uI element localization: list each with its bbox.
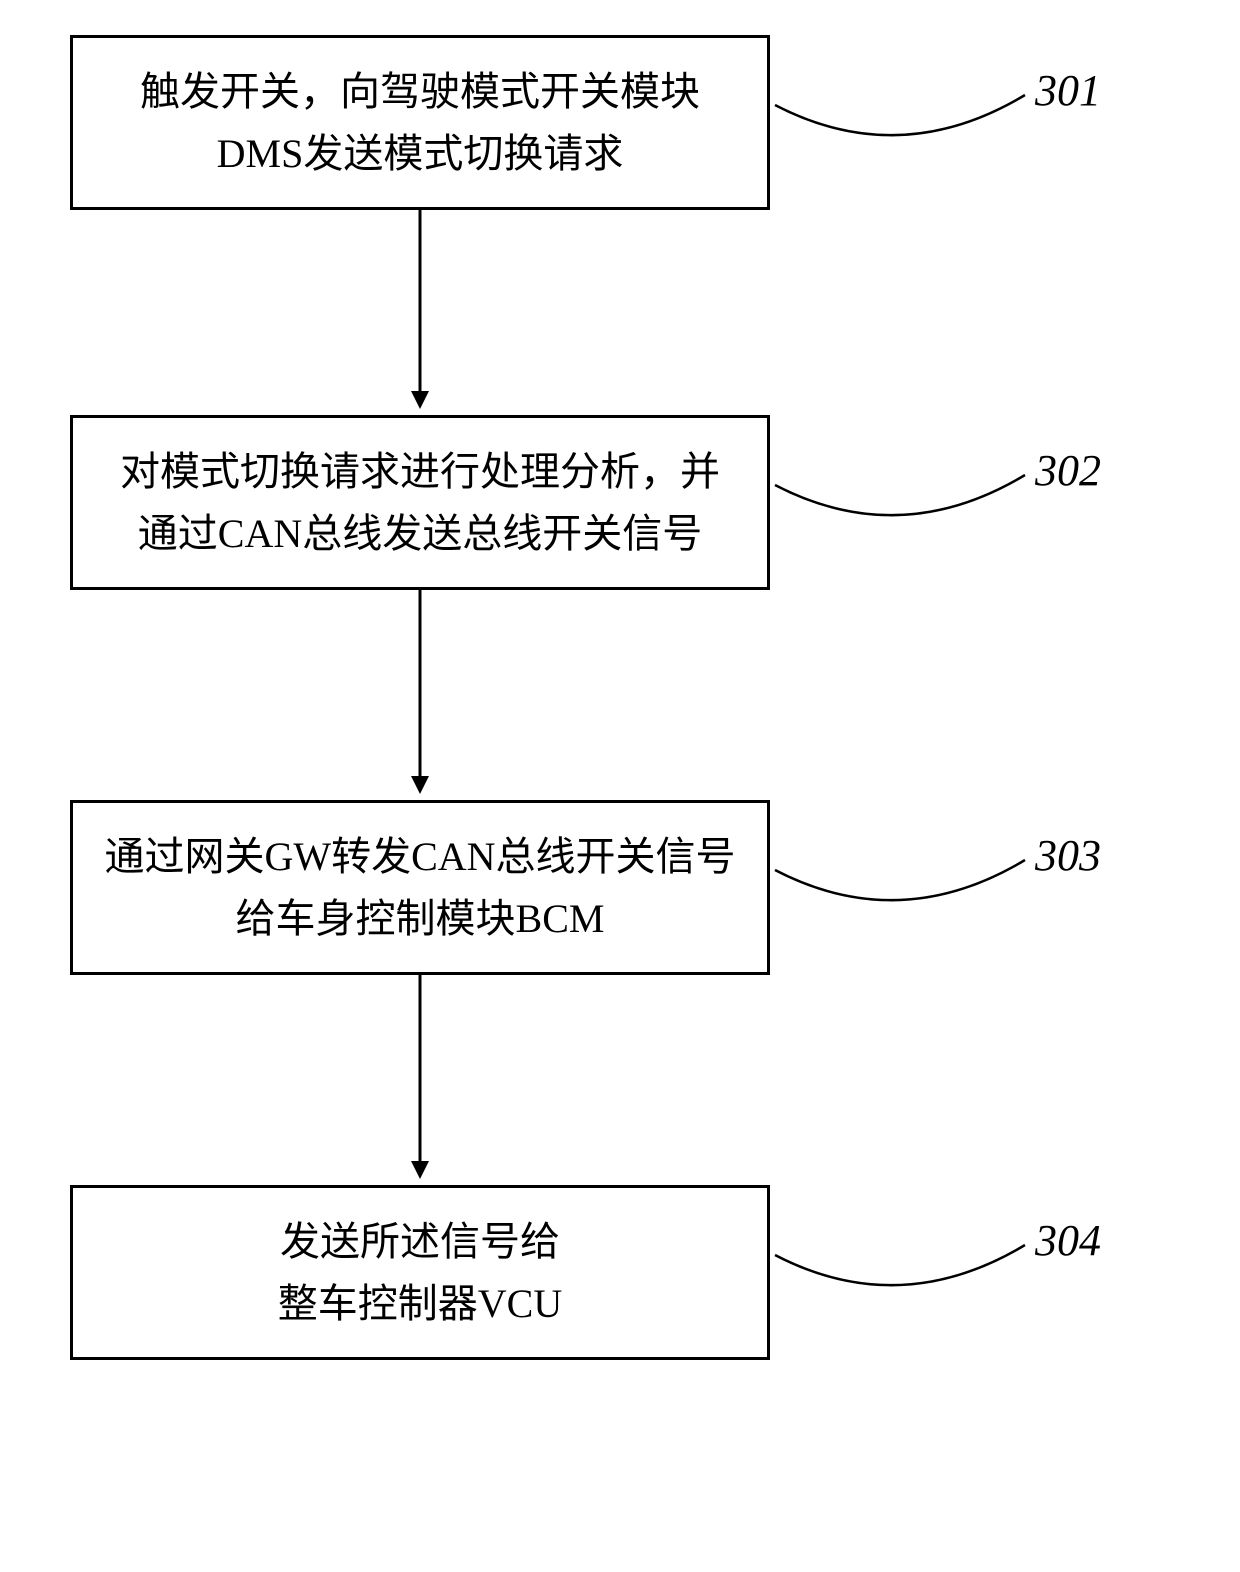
step-label-304: 304 <box>1035 1215 1101 1266</box>
step-box-301: 触发开关，向驾驶模式开关模块 DMS发送模式切换请求 <box>70 35 770 210</box>
step-box-302: 对模式切换请求进行处理分析，并 通过CAN总线发送总线开关信号 <box>70 415 770 590</box>
step-box-304: 发送所述信号给 整车控制器VCU <box>70 1185 770 1360</box>
step-text-303: 通过网关GW转发CAN总线开关信号 给车身控制模块BCM <box>104 826 735 950</box>
step-text-304: 发送所述信号给 整车控制器VCU <box>278 1211 562 1335</box>
flowchart-canvas: 触发开关，向驾驶模式开关模块 DMS发送模式切换请求 301 对模式切换请求进行处理… <box>0 0 1240 1572</box>
step-text-301: 触发开关，向驾驶模式开关模块 DMS发送模式切换请求 <box>140 61 700 185</box>
step-box-303: 通过网关GW转发CAN总线开关信号 给车身控制模块BCM <box>70 800 770 975</box>
leader-line-302 <box>775 475 1025 515</box>
step-label-303: 303 <box>1035 830 1101 881</box>
leader-line-304 <box>775 1245 1025 1285</box>
leader-line-303 <box>775 860 1025 900</box>
step-label-301: 301 <box>1035 65 1101 116</box>
leader-line-301 <box>775 95 1025 135</box>
step-text-302: 对模式切换请求进行处理分析，并 通过CAN总线发送总线开关信号 <box>120 441 720 565</box>
step-label-302: 302 <box>1035 445 1101 496</box>
